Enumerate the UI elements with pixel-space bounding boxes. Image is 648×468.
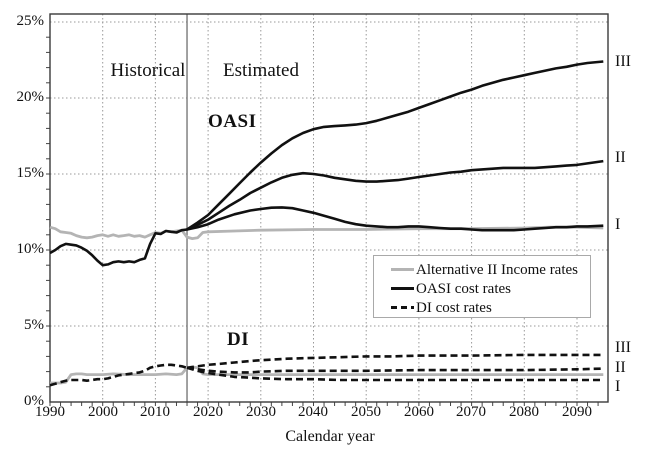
plot-frame [49,13,609,403]
di-cost-rate-historical-line [49,363,188,387]
di-cost-rate-ii-line [186,366,604,374]
di-series-label: DI [227,329,250,350]
legend-item-oasi: OASI cost rates [391,280,590,299]
oasi-cost-rate-ii-line [186,159,604,231]
di-line-swatch [391,306,414,310]
di-alt-i-label: I [615,378,621,395]
x-tick-2010: 2010 [140,404,170,420]
x-tick-2070: 2070 [456,404,486,420]
oasi-alt-iii-label: III [615,53,631,70]
estimated-region-label: Estimated [223,60,299,81]
di-alt-iii-label: III [615,339,631,356]
y-tick-0: 0% [24,393,44,409]
y-tick-15: 15% [16,165,45,181]
x-tick-2090: 2090 [562,404,592,420]
oasi-cost-rate-iii-line [186,60,604,231]
x-tick-1990: 1990 [35,404,65,420]
y-tick-10: 10% [16,241,45,257]
di-alt-ii-label: II [615,359,626,376]
x-tick-2020: 2020 [193,404,223,420]
legend-item-di: DI cost rates [391,299,590,318]
income-line-swatch [391,268,414,272]
oasi-cost-rate-i-line [186,206,604,232]
x-tick-2040: 2040 [298,404,328,420]
legend-item-di-label: DI cost rates [416,300,492,316]
di-cost-rate-i-line [186,366,604,382]
oasi-series-label: OASI [208,111,257,132]
di-income-rate-alt-ii-line [50,365,604,385]
x-tick-2000: 2000 [88,404,118,420]
y-tick-25: 25% [16,13,45,29]
oasi-alt-i-label: I [615,216,621,233]
di-cost-rate-iii-line [186,353,604,370]
y-tick-5: 5% [24,317,44,333]
legend-item-oasi-label: OASI cost rates [416,281,511,297]
x-tick-2080: 2080 [509,404,539,420]
oasi-line-swatch [391,287,414,291]
oasi-cost-rate-historical-line [49,228,188,267]
legend: Alternative II Income rates OASI cost ra… [373,255,591,318]
x-axis-title: Calendar year [285,428,375,445]
historical-region-label: Historical [110,60,186,81]
oasi-alt-ii-label: II [615,149,626,166]
legend-item-income: Alternative II Income rates [391,261,590,280]
x-tick-2030: 2030 [246,404,276,420]
x-tick-2060: 2060 [404,404,434,420]
legend-item-income-label: Alternative II Income rates [416,262,579,278]
x-tick-2050: 2050 [351,404,381,420]
y-tick-20: 20% [16,89,45,105]
